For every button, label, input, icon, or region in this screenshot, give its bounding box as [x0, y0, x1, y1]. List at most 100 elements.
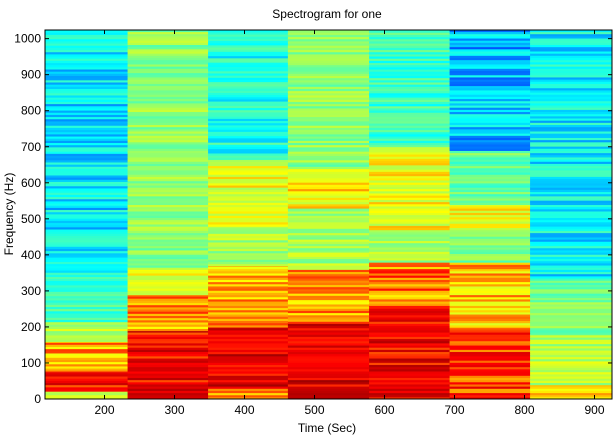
heatmap-cell: [530, 365, 612, 368]
heatmap-cell: [369, 34, 451, 38]
heatmap-cell: [449, 113, 531, 117]
heatmap-cell: [208, 137, 289, 141]
heatmap-cell: [369, 131, 451, 135]
time-segment: [287, 30, 370, 399]
heatmap-cell: [449, 381, 531, 385]
heatmap-cell: [369, 246, 451, 250]
heatmap-cell: [127, 111, 209, 115]
heatmap-cell: [369, 88, 451, 92]
heatmap-cell: [208, 226, 289, 228]
heatmap-cell: [287, 312, 370, 316]
heatmap-cell: [369, 233, 451, 237]
heatmap-cell: [449, 66, 531, 69]
y-tick-label: 0: [34, 392, 41, 406]
heatmap-cell: [45, 286, 129, 290]
heatmap-cell: [287, 388, 370, 391]
heatmap-cell: [449, 141, 531, 145]
heatmap-cell: [45, 42, 129, 46]
heatmap-cell: [208, 83, 289, 87]
heatmap-cell: [530, 267, 612, 270]
heatmap-cell: [449, 205, 531, 209]
heatmap-cell: [45, 138, 129, 141]
heatmap-cell: [449, 79, 531, 82]
heatmap-cell: [449, 63, 531, 67]
heatmap-cell: [369, 36, 451, 40]
heatmap-cell: [369, 344, 451, 348]
heatmap-cell: [530, 120, 612, 123]
heatmap-cell: [530, 226, 612, 229]
heatmap-cell: [287, 58, 370, 61]
heatmap-cell: [530, 347, 612, 351]
heatmap-cell: [530, 154, 612, 158]
heatmap-cell: [45, 328, 129, 332]
heatmap-cell: [449, 253, 531, 257]
heatmap-cell: [530, 343, 612, 347]
heatmap-cell: [208, 72, 289, 76]
heatmap-cell: [127, 396, 209, 399]
heatmap-cell: [449, 307, 531, 311]
heatmap-cell: [287, 97, 370, 100]
heatmap-cell: [530, 100, 612, 104]
heatmap-cell: [530, 66, 612, 69]
heatmap-cell: [530, 167, 612, 171]
heatmap-cell: [45, 241, 129, 245]
heatmap-cell: [45, 289, 129, 292]
heatmap-cell: [127, 143, 209, 147]
heatmap-cell: [449, 126, 531, 130]
heatmap-cell: [287, 51, 370, 55]
heatmap-cell: [449, 133, 531, 136]
heatmap-cell: [45, 99, 129, 102]
y-tick-label: 700: [21, 140, 41, 154]
heatmap-cell: [127, 256, 209, 260]
heatmap-cell: [530, 297, 612, 301]
heatmap-cell: [530, 243, 612, 247]
heatmap-cell: [127, 98, 209, 102]
x-tick-label: 700: [444, 403, 464, 417]
heatmap-cell: [208, 241, 289, 245]
heatmap-cell: [287, 144, 370, 148]
heatmap-cell: [45, 60, 129, 64]
heatmap-cell: [45, 239, 129, 243]
heatmap-cell: [287, 286, 370, 290]
heatmap-cell: [449, 394, 531, 398]
heatmap-cell: [287, 344, 370, 348]
heatmap-cell: [449, 117, 531, 121]
heatmap-cell: [208, 64, 289, 67]
y-tick-label: 900: [21, 68, 41, 82]
heatmap-cell: [369, 366, 451, 370]
heatmap-cell: [208, 180, 289, 184]
heatmap-cell: [530, 288, 612, 292]
heatmap-cell: [127, 161, 209, 164]
heatmap-cell: [287, 267, 370, 270]
heatmap-cell: [127, 213, 209, 216]
heatmap-cell: [287, 148, 370, 152]
heatmap-cell: [287, 161, 370, 165]
heatmap-cell: [127, 137, 209, 141]
heatmap-cell: [287, 110, 370, 113]
heatmap-cell: [127, 243, 209, 247]
heatmap-cell: [449, 187, 531, 190]
heatmap-cell: [287, 166, 370, 169]
heatmap-cell: [530, 341, 612, 345]
heatmap-cell: [127, 180, 209, 184]
heatmap-cell: [127, 319, 209, 323]
heatmap-cell: [369, 275, 451, 278]
heatmap-cell: [449, 355, 531, 359]
heatmap-cell: [208, 373, 289, 376]
heatmap-cell: [45, 53, 129, 57]
heatmap-cell: [369, 229, 451, 233]
heatmap-cell: [287, 373, 370, 376]
heatmap-cell: [127, 281, 209, 285]
heatmap-cell: [208, 296, 289, 300]
y-tick-label: 800: [21, 104, 41, 118]
heatmap-cell: [208, 66, 289, 70]
heatmap-cell: [287, 171, 370, 175]
heatmap-cell: [449, 191, 531, 195]
heatmap-cell: [369, 182, 451, 185]
heatmap-cell: [287, 203, 370, 207]
heatmap-cell: [287, 349, 370, 353]
heatmap-cell: [208, 294, 289, 298]
heatmap-cell: [45, 363, 129, 367]
heatmap-cell: [45, 231, 129, 234]
heatmap-cell: [530, 321, 612, 324]
